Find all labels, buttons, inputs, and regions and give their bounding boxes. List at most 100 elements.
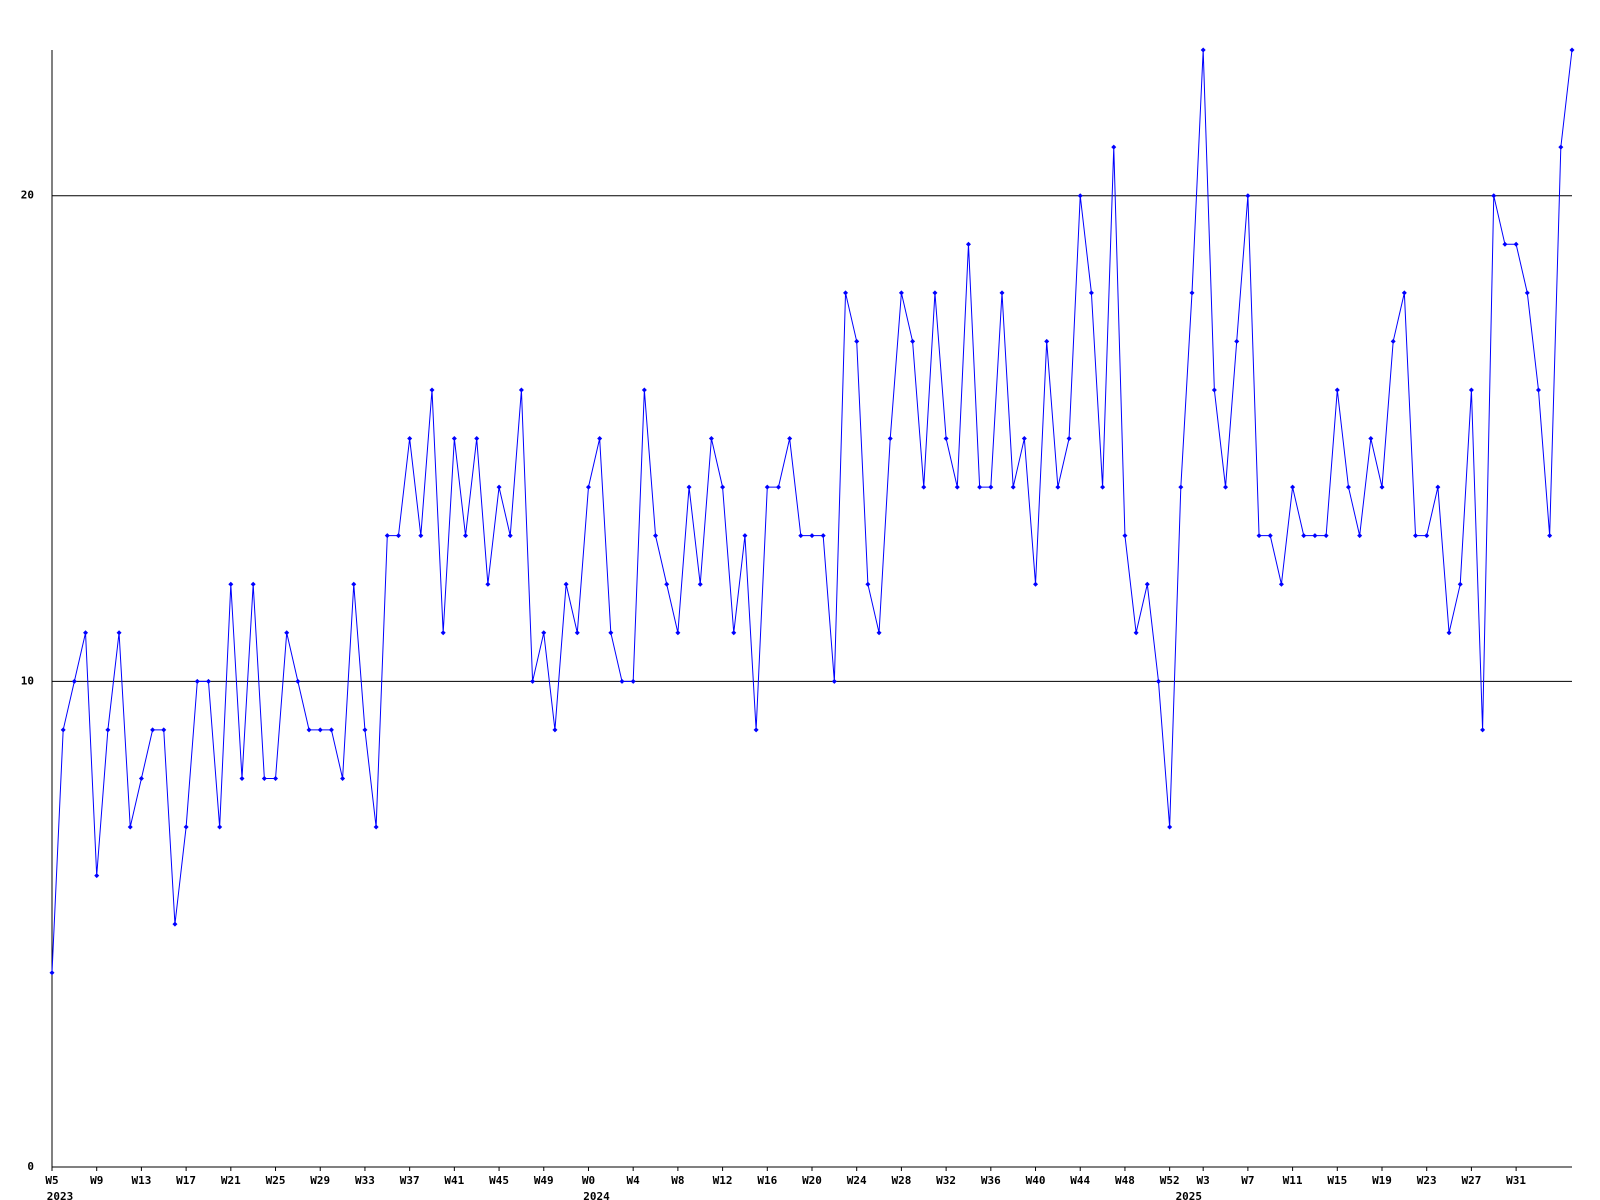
- data-point: [641, 387, 647, 393]
- data-point: [94, 873, 100, 879]
- data-point: [150, 727, 156, 733]
- data-point: [1033, 581, 1039, 587]
- data-point: [1155, 678, 1161, 684]
- data-point: [395, 533, 401, 539]
- data-point: [1491, 193, 1497, 199]
- data-line: [51, 49, 1573, 973]
- data-point: [1480, 727, 1486, 733]
- data-point: [1178, 484, 1184, 490]
- x-tick-label: W31: [1506, 1174, 1526, 1187]
- data-point: [1569, 47, 1575, 53]
- data-point: [1368, 436, 1374, 442]
- data-point: [988, 484, 994, 490]
- year-label: 2024: [583, 1190, 610, 1200]
- data-point: [1055, 484, 1061, 490]
- x-tick-label: W8: [671, 1174, 684, 1187]
- x-tick-label: W48: [1115, 1174, 1135, 1187]
- data-point: [138, 775, 144, 781]
- data-point: [619, 678, 625, 684]
- x-tick-label: W40: [1026, 1174, 1046, 1187]
- data-point: [887, 436, 893, 442]
- data-point: [440, 630, 446, 636]
- data-point: [1133, 630, 1139, 636]
- data-point: [1435, 484, 1441, 490]
- data-point: [898, 290, 904, 296]
- x-tick-label: W19: [1372, 1174, 1392, 1187]
- data-point: [843, 290, 849, 296]
- data-point: [1211, 387, 1217, 393]
- data-point: [295, 678, 301, 684]
- data-point: [921, 484, 927, 490]
- data-point: [1256, 533, 1262, 539]
- data-point: [1558, 144, 1564, 150]
- data-point: [552, 727, 558, 733]
- data-point: [653, 533, 659, 539]
- data-point: [1502, 241, 1508, 247]
- data-point: [105, 727, 111, 733]
- x-tick-label: W27: [1461, 1174, 1481, 1187]
- x-tick-label: W45: [489, 1174, 509, 1187]
- data-point: [809, 533, 815, 539]
- data-point: [1021, 436, 1027, 442]
- data-point: [83, 630, 89, 636]
- data-point: [1535, 387, 1541, 393]
- x-tick-label: W29: [310, 1174, 330, 1187]
- data-point: [485, 581, 491, 587]
- data-point: [228, 581, 234, 587]
- data-point: [1088, 290, 1094, 296]
- data-point: [407, 436, 413, 442]
- data-point: [798, 533, 804, 539]
- data-point: [854, 338, 860, 344]
- data-point: [362, 727, 368, 733]
- data-point: [451, 436, 457, 442]
- x-tick-label: W4: [627, 1174, 641, 1187]
- data-point: [194, 678, 200, 684]
- x-tick-label: W52: [1160, 1174, 1180, 1187]
- data-point: [340, 775, 346, 781]
- x-tick-label: W16: [757, 1174, 777, 1187]
- data-point: [530, 678, 536, 684]
- data-point: [1513, 241, 1519, 247]
- data-point: [574, 630, 580, 636]
- y-tick-label: 0: [27, 1160, 34, 1173]
- x-tick-label: W32: [936, 1174, 956, 1187]
- data-point: [1200, 47, 1206, 53]
- data-point: [965, 241, 971, 247]
- data-point: [1144, 581, 1150, 587]
- data-point: [217, 824, 223, 830]
- data-point: [418, 533, 424, 539]
- data-point: [1167, 824, 1173, 830]
- x-tick-label: W13: [131, 1174, 151, 1187]
- data-point: [954, 484, 960, 490]
- data-point: [127, 824, 133, 830]
- data-point: [943, 436, 949, 442]
- data-point: [697, 581, 703, 587]
- data-point: [328, 727, 334, 733]
- data-point: [1077, 193, 1083, 199]
- x-tick-label: W5: [45, 1174, 58, 1187]
- data-point: [1245, 193, 1251, 199]
- x-tick-label: W7: [1241, 1174, 1254, 1187]
- x-tick-label: W36: [981, 1174, 1001, 1187]
- x-tick-label: W49: [534, 1174, 554, 1187]
- data-point: [977, 484, 983, 490]
- data-point: [1066, 436, 1072, 442]
- x-tick-label: W0: [582, 1174, 595, 1187]
- data-point: [1010, 484, 1016, 490]
- data-point: [183, 824, 189, 830]
- data-point: [1267, 533, 1273, 539]
- x-tick-label: W37: [400, 1174, 420, 1187]
- x-tick-label: W9: [90, 1174, 103, 1187]
- data-point: [563, 581, 569, 587]
- data-point: [429, 387, 435, 393]
- data-point: [831, 678, 837, 684]
- data-point: [373, 824, 379, 830]
- data-point: [49, 970, 55, 976]
- data-point: [876, 630, 882, 636]
- data-point: [250, 581, 256, 587]
- data-point: [1312, 533, 1318, 539]
- data-point: [1446, 630, 1452, 636]
- data-point: [239, 775, 245, 781]
